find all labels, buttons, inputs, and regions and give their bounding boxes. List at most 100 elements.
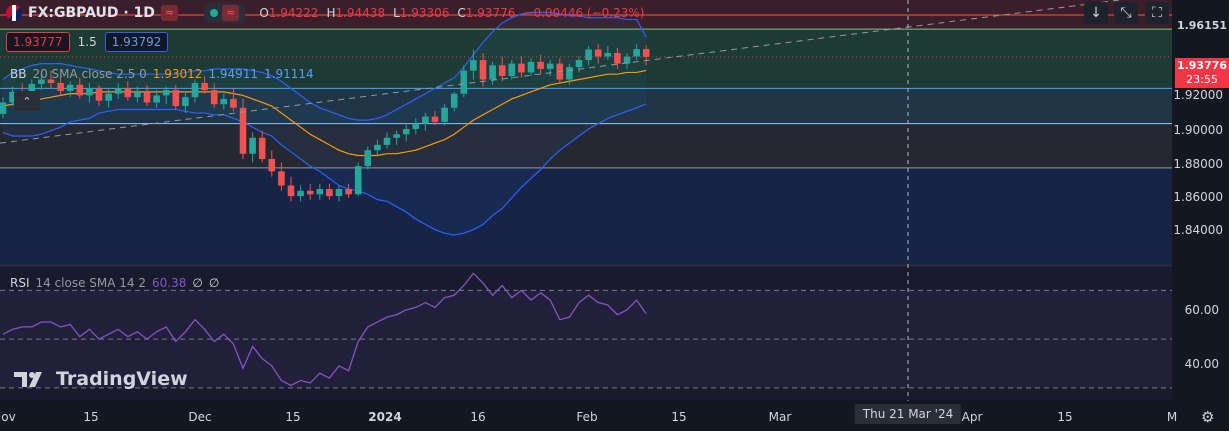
rsi-line <box>2 272 647 387</box>
bb-upper-value: 1.94911 <box>208 67 259 81</box>
time-tick-label: Mar <box>768 410 792 424</box>
high-field: H1.94438 <box>326 6 385 20</box>
candle-body <box>86 88 93 96</box>
candle <box>38 72 45 91</box>
candle-body <box>354 166 362 195</box>
rsi-pane[interactable] <box>2 272 647 387</box>
buy-button[interactable]: 1.93792 <box>104 32 169 52</box>
candle <box>105 88 112 108</box>
candle <box>201 75 208 94</box>
candle-body <box>153 95 160 103</box>
candle-body <box>594 49 602 57</box>
candle-body <box>489 65 496 80</box>
candle-body <box>297 190 304 197</box>
candle-body <box>546 63 554 69</box>
candle-body <box>182 97 189 106</box>
bb-legend[interactable]: BB 20 SMA close 2.5 0 1.93012 1.94911 1.… <box>10 67 314 81</box>
market-status-group[interactable]: ≈ <box>204 3 246 23</box>
candle-body <box>633 49 640 57</box>
tradingview-logo[interactable]: TradingView <box>14 368 188 390</box>
time-tick-label: Nov <box>0 410 16 424</box>
bb-lower-line <box>2 103 647 236</box>
candle <box>230 88 237 112</box>
candle-body <box>518 63 525 73</box>
candle <box>258 130 266 163</box>
zone-blue-dark <box>0 167 1172 265</box>
candle <box>335 185 343 202</box>
candle <box>604 45 612 61</box>
symbol-title[interactable]: FX:GBPAUD · 1D <box>28 5 155 21</box>
candle-body <box>287 185 295 197</box>
chevron-up-icon: ⌃ <box>22 94 32 108</box>
sell-button[interactable]: 1.93777 <box>6 32 70 52</box>
symbol-info-icon[interactable]: ≈ <box>160 5 179 21</box>
candle <box>134 86 141 103</box>
candle-body <box>105 93 112 101</box>
candle-body <box>239 107 247 154</box>
collapse-legend-button[interactable]: ⌃ <box>14 91 40 111</box>
high-label: H <box>326 6 336 20</box>
time-tick-label: 15 <box>671 410 687 424</box>
candle <box>412 118 420 135</box>
price-tick-label: 1.90000 <box>1173 123 1223 137</box>
candle <box>614 47 621 69</box>
candle <box>316 183 324 200</box>
fullscreen-icon: ⛶ <box>1152 5 1162 21</box>
rsi-name: RSI <box>10 276 30 290</box>
candle <box>450 91 458 112</box>
candle-body <box>230 98 237 108</box>
price-tick-label: 1.88000 <box>1173 157 1223 171</box>
fullscreen-button[interactable]: ⛶ <box>1145 2 1169 24</box>
settings-gear-icon[interactable]: ⚙ <box>1201 408 1215 426</box>
open-value: 1.94222 <box>268 6 319 20</box>
candlestick-series[interactable] <box>0 44 650 202</box>
tradingview-logo-icon <box>14 372 42 387</box>
time-tick-label: 15 <box>285 410 301 424</box>
candle <box>402 123 410 142</box>
time-tick-label: 2024 <box>368 410 402 424</box>
candle-body <box>537 61 544 69</box>
bb-upper-line <box>2 11 647 121</box>
candle-body <box>172 90 180 106</box>
candle <box>345 183 352 198</box>
candle <box>354 162 362 197</box>
candle-body <box>393 134 400 138</box>
candle <box>518 56 525 78</box>
candle-body <box>642 49 650 57</box>
candle <box>153 90 160 108</box>
candle-body <box>364 150 372 167</box>
low-label: L <box>393 6 400 20</box>
time-tick-label: Dec <box>188 410 212 424</box>
low-value: 1.93306 <box>399 6 450 20</box>
collapse-chart-button[interactable]: ⤡ <box>1114 2 1138 24</box>
rsi-extra-value: ∅ <box>208 276 220 290</box>
scroll-down-button[interactable]: ↓ <box>1084 2 1108 24</box>
trade-panel: 1.93777 1.5 1.93792 <box>6 32 169 52</box>
candle-body <box>527 61 535 73</box>
current-price-label: 1.93776 <box>1175 58 1229 74</box>
candle-body <box>249 137 256 154</box>
candle <box>470 49 477 80</box>
candle <box>633 44 640 61</box>
candle-body <box>450 93 458 108</box>
candle <box>268 150 276 177</box>
candle <box>124 81 132 101</box>
candle <box>374 139 381 156</box>
rsi-legend[interactable]: RSI 14 close SMA 14 2 60.38 ∅ ∅ <box>10 276 219 290</box>
candle-body <box>422 116 429 124</box>
candle-body <box>460 70 468 94</box>
bb-params: 20 SMA close 2.5 0 <box>32 67 147 81</box>
candle-body <box>9 91 16 103</box>
candle-body <box>479 60 487 80</box>
close-value: 1.93776 <box>465 6 516 20</box>
top-level-price-label: 1.96151 <box>1175 18 1229 34</box>
candle <box>422 113 429 131</box>
candle-body <box>76 84 84 96</box>
candle-body <box>306 190 314 195</box>
candle <box>489 61 496 85</box>
candle <box>498 56 506 82</box>
candle <box>297 185 304 202</box>
rsi-tick-label: 40.00 <box>1184 357 1219 371</box>
candle <box>441 104 448 126</box>
